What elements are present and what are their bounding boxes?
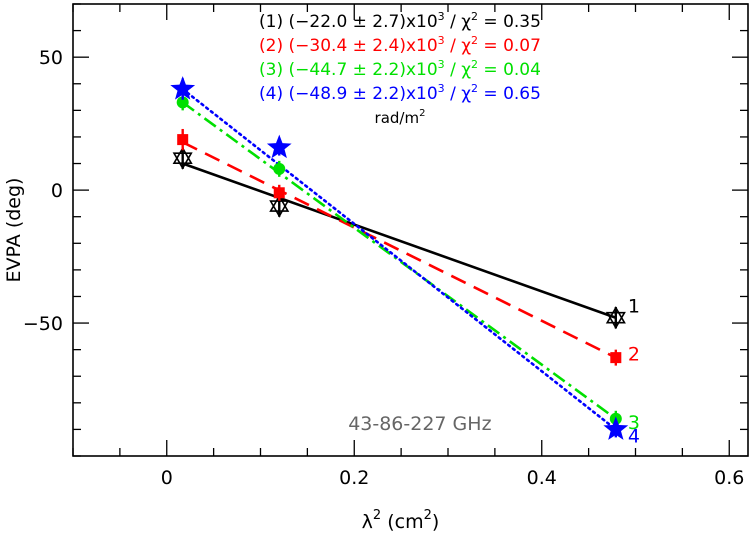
x-tick-label: 0.4 — [527, 467, 557, 489]
x-axis-title: λ2 (cm2) — [362, 508, 440, 533]
legend-entry-3: (3) (−44.7 ± 2.2)x103 / χ2 = 0.04 — [259, 58, 541, 80]
marker-triangle-up — [269, 194, 290, 212]
data-point-1 — [172, 146, 193, 170]
data-point-3 — [273, 162, 286, 175]
marker-triangle-up — [605, 306, 626, 324]
plot-frame — [72, 3, 749, 457]
y-tick-label: 0 — [51, 180, 63, 202]
y-tick-label: 50 — [39, 47, 63, 69]
data-point-4 — [266, 134, 292, 159]
frequency-annotation: 43-86-227 GHz — [348, 413, 491, 435]
x-tick-label: 0.2 — [339, 467, 369, 489]
data-point-2 — [177, 134, 189, 146]
data-point-1 — [269, 194, 290, 218]
legend-entry-2: (2) (−30.4 ± 2.4)x103 / χ2 = 0.07 — [259, 34, 541, 56]
fit-line-3 — [181, 101, 617, 420]
data-point-2 — [610, 352, 622, 364]
marker-triangle-down — [172, 152, 193, 170]
fit-line-2 — [182, 141, 617, 359]
y-axis-title: EVPA (deg) — [3, 178, 25, 283]
data-point-1 — [605, 306, 626, 330]
data-point-3 — [176, 96, 189, 109]
x-tick-label: 0.6 — [714, 467, 744, 489]
fit-line-1 — [182, 162, 617, 319]
fit-line-4 — [181, 87, 618, 431]
marker-triangle-down — [605, 311, 626, 330]
series-end-label: 4 — [628, 425, 640, 447]
legend-entry-4: (4) (−48.9 ± 2.2)x103 / χ2 = 0.65 — [259, 82, 541, 104]
axis-labels: 0 0.2 0.4 0.6 −50 0 50 EVPA (deg) λ2 (cm2) — [3, 47, 744, 533]
rm-unit: rad/m2 — [375, 108, 426, 127]
legend-entry-1: (1) (−22.0 ± 2.7)x103 / χ2 = 0.35 — [259, 10, 541, 32]
data-point-4 — [170, 76, 196, 100]
data-point-2 — [273, 187, 285, 199]
series-end-label: 2 — [628, 344, 640, 366]
data-points: 1 2 34 — [170, 76, 640, 447]
series-end-label: 1 — [628, 296, 640, 318]
fit-lines — [181, 87, 618, 431]
marker-triangle-up — [172, 146, 193, 164]
data-point-4 — [603, 416, 629, 440]
x-tick-label: 0 — [161, 467, 173, 489]
y-tick-label: −50 — [23, 313, 63, 335]
series-end-label: 3 — [628, 412, 640, 434]
axis-ticks — [72, 3, 748, 457]
marker-triangle-down — [269, 200, 290, 218]
legend: (1) (−22.0 ± 2.7)x103 / χ2 = 0.35(2) (−3… — [259, 10, 541, 127]
